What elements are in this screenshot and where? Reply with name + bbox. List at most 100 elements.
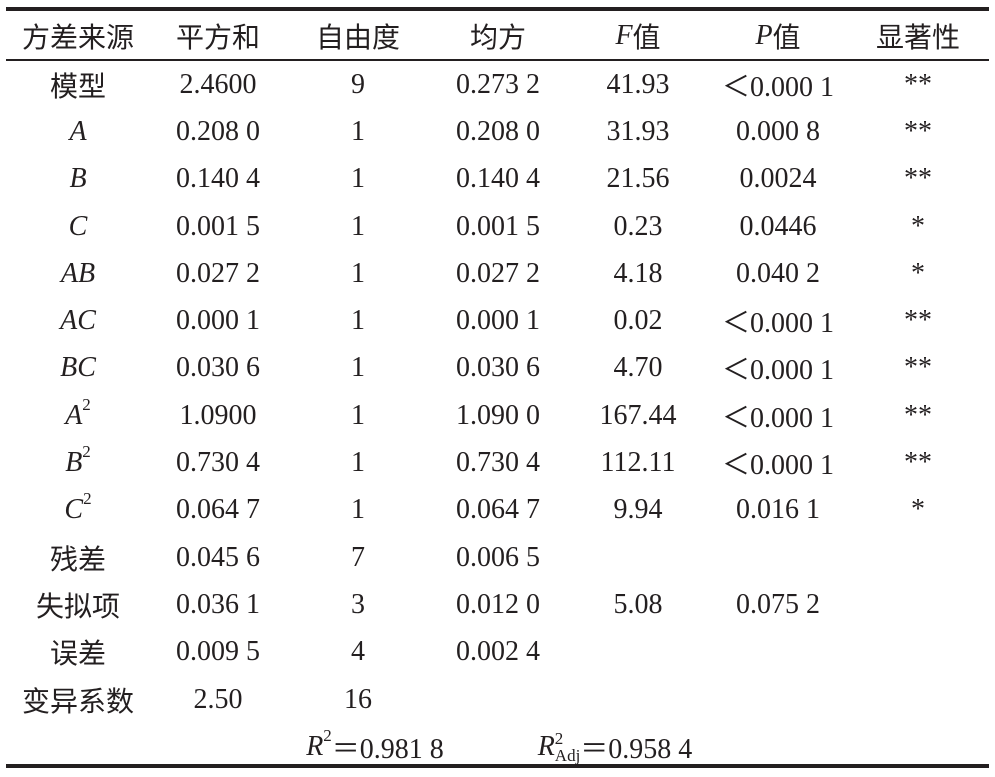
top-rule bbox=[6, 7, 989, 11]
table-cell: 0.02 bbox=[613, 305, 663, 337]
table-cell: 1 bbox=[351, 305, 365, 337]
table-cell: 0.030 6 bbox=[456, 352, 540, 384]
table-cell: 1 bbox=[351, 399, 365, 431]
table-cell: 0.140 4 bbox=[176, 163, 260, 195]
table-cell: 1 bbox=[351, 352, 365, 384]
table-cell: ＜0.000 1 bbox=[721, 355, 834, 387]
table-cell: AC bbox=[8, 298, 148, 345]
table-cell: 0.036 1 bbox=[176, 588, 260, 620]
italic-symbol: P bbox=[755, 19, 773, 51]
table-cell: 0.027 2 bbox=[456, 257, 540, 289]
table-cell: ＜0.000 1 bbox=[721, 450, 834, 482]
table-cell: ** bbox=[904, 163, 932, 195]
italic-symbol: AC bbox=[60, 305, 96, 337]
italic-symbol: B bbox=[69, 163, 87, 195]
table-cell: ** bbox=[904, 115, 932, 147]
text: ＝0.958 4 bbox=[580, 734, 693, 766]
table-cell: 失拟项 bbox=[35, 591, 120, 623]
table-cell: BC bbox=[8, 345, 148, 392]
table-cell: 0.012 0 bbox=[456, 588, 540, 620]
header-rule bbox=[6, 59, 989, 61]
table-cell: 1.0900 bbox=[179, 399, 257, 431]
table-cell: 0.000 1 bbox=[456, 305, 540, 337]
italic-symbol: BC bbox=[60, 352, 96, 384]
table-cell: 0.009 5 bbox=[176, 636, 260, 668]
header-cell: 方差来源 bbox=[21, 22, 134, 54]
table-cell: 0.000 1 bbox=[176, 305, 260, 337]
table-cell: A bbox=[8, 108, 148, 155]
table-cell: C bbox=[8, 203, 148, 250]
table-cell: 112.11 bbox=[600, 447, 676, 479]
table-cell: B bbox=[8, 156, 148, 203]
table-cell: 0.208 0 bbox=[176, 115, 260, 147]
table-cell: 4 bbox=[351, 636, 365, 668]
table-cell: 1 bbox=[351, 257, 365, 289]
table-cell: ＜0.000 1 bbox=[721, 402, 834, 434]
italic-symbol: R bbox=[537, 731, 555, 763]
subscript: Adj bbox=[554, 746, 581, 766]
table-cell: 0.000 8 bbox=[736, 115, 820, 147]
table-cell: 0.23 bbox=[613, 210, 663, 242]
table-cell: 0.208 0 bbox=[456, 115, 540, 147]
table-cell: 1 bbox=[351, 447, 365, 479]
table-cell: 0.064 7 bbox=[176, 494, 260, 526]
bottom-rule bbox=[6, 764, 989, 768]
table-cell: 21.56 bbox=[606, 163, 670, 195]
footer-stat: R 2 Adj ＝0.958 4 bbox=[495, 723, 735, 771]
table-cell: 0.140 4 bbox=[456, 163, 540, 195]
table-cell: 残差 bbox=[49, 544, 106, 576]
table-cell: 0.030 6 bbox=[176, 352, 260, 384]
table-cell: 1.090 0 bbox=[456, 399, 540, 431]
header-cell: 均方 bbox=[469, 22, 526, 54]
italic-symbol: C bbox=[68, 210, 88, 242]
table-cell: 1 bbox=[351, 210, 365, 242]
superscript: 2 bbox=[82, 442, 91, 462]
table-cell: 变异系数 bbox=[21, 686, 134, 718]
table-cell: * bbox=[911, 210, 925, 242]
table-cell: 7 bbox=[351, 541, 365, 573]
table-cell: ** bbox=[904, 352, 932, 384]
table-cell: 0.0024 bbox=[739, 163, 817, 195]
footer-stat: R 2 ＝0.981 8 bbox=[255, 723, 495, 771]
table-cell: 0.006 5 bbox=[456, 541, 540, 573]
table-cell: * bbox=[911, 494, 925, 526]
table-cell: 0.001 5 bbox=[456, 210, 540, 242]
table-cell: ＜0.000 1 bbox=[721, 71, 834, 103]
superscript: 2 bbox=[323, 726, 332, 746]
table-cell: 0.075 2 bbox=[736, 588, 820, 620]
table-cell: 0.027 2 bbox=[176, 257, 260, 289]
italic-symbol: F bbox=[615, 19, 633, 51]
table-cell: 模型 bbox=[49, 71, 106, 103]
table-cell: 误差 bbox=[49, 639, 106, 671]
table-cell: 1 bbox=[351, 163, 365, 195]
table-cell: 167.44 bbox=[599, 399, 677, 431]
table-cell: 16 bbox=[344, 683, 372, 715]
table-cell: 0.001 5 bbox=[176, 210, 260, 242]
table-cell: 9.94 bbox=[613, 494, 663, 526]
table-cell: 2.4600 bbox=[179, 68, 257, 100]
table-cell: 0.002 4 bbox=[456, 636, 540, 668]
table-cell: ** bbox=[904, 68, 932, 100]
text: 值 bbox=[632, 22, 661, 54]
table-cell: 3 bbox=[351, 588, 365, 620]
italic-symbol: R bbox=[306, 731, 324, 763]
table-cell: 9 bbox=[351, 68, 365, 100]
italic-symbol: AB bbox=[60, 257, 96, 289]
table-cell: ** bbox=[904, 399, 932, 431]
table-cell: * bbox=[911, 257, 925, 289]
text: ＝0.981 8 bbox=[331, 734, 444, 766]
table-cell: 0.016 1 bbox=[736, 494, 820, 526]
superscript: 2 bbox=[83, 489, 92, 509]
table-cell: 0.730 4 bbox=[176, 447, 260, 479]
table-cell: 0.064 7 bbox=[456, 494, 540, 526]
italic-symbol: A bbox=[65, 399, 83, 431]
table-cell: 4.70 bbox=[613, 352, 663, 384]
table-cell: 2.50 bbox=[193, 683, 243, 715]
table-cell: 41.93 bbox=[606, 68, 670, 100]
table-cell: 0.730 4 bbox=[456, 447, 540, 479]
table-cell: 0.040 2 bbox=[736, 257, 820, 289]
table-cell: 31.93 bbox=[606, 115, 670, 147]
